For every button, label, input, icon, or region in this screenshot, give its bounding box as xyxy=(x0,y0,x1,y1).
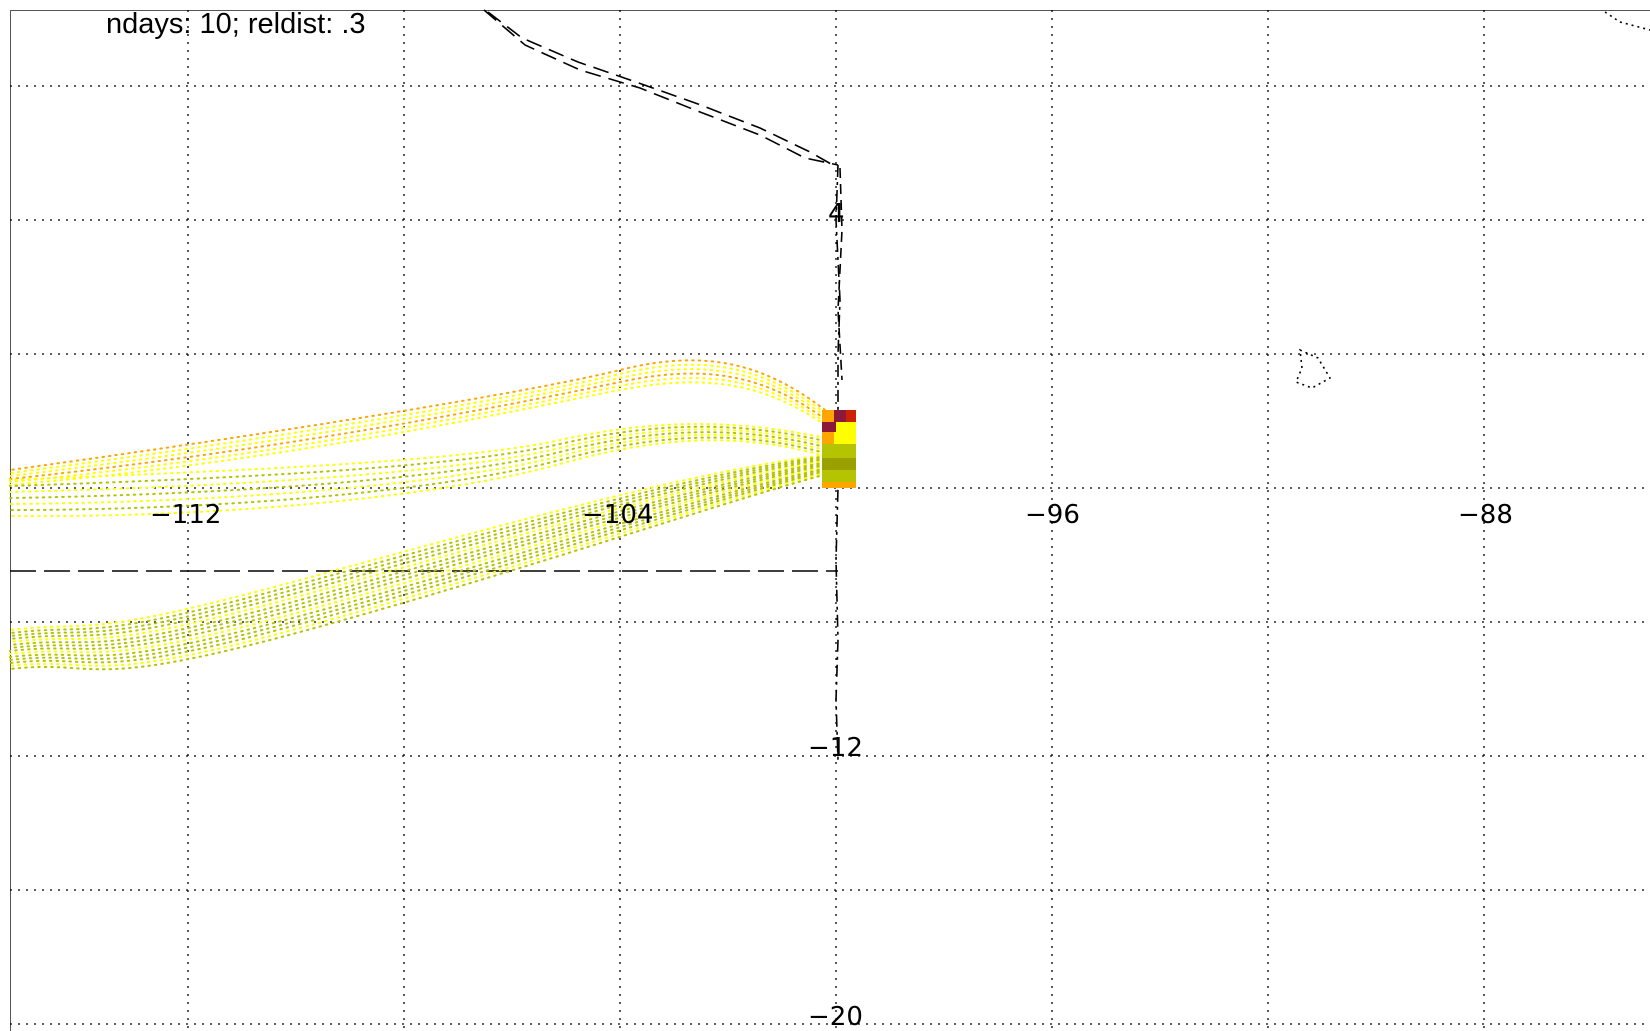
trajectory-track xyxy=(9,372,826,480)
source-cell[interactable] xyxy=(822,422,836,432)
trajectory-track xyxy=(9,464,826,652)
boundary-segment-north-2 xyxy=(487,11,839,169)
lon-label-88: −88 xyxy=(1458,500,1513,530)
boundary-segment-vertical-2 xyxy=(837,167,843,381)
source-cell[interactable] xyxy=(822,444,856,458)
source-cell[interactable] xyxy=(846,410,856,422)
boundary-lines xyxy=(10,9,1650,761)
source-cell[interactable] xyxy=(822,410,834,422)
trajectory-track xyxy=(9,466,826,655)
trajectory-track xyxy=(9,433,826,505)
source-cell[interactable] xyxy=(834,432,856,444)
map-title: ndays: 10; reldist: .3 xyxy=(106,8,366,40)
lon-label-112: −112 xyxy=(150,500,221,530)
island-outline xyxy=(1294,348,1332,389)
graticule-grid xyxy=(10,10,1650,1031)
trajectory-track xyxy=(9,439,826,518)
trajectory-track xyxy=(9,431,826,499)
lat-label-minus20: −20 xyxy=(808,1002,863,1031)
lon-label-104: −104 xyxy=(582,500,653,530)
longitude-labels: −112 −104 −96 −88 xyxy=(150,500,1513,530)
source-cell[interactable] xyxy=(822,470,856,482)
trajectory-track xyxy=(9,428,826,493)
trajectory-track xyxy=(9,463,826,649)
trajectory-track xyxy=(9,460,826,643)
map-frame xyxy=(10,10,1650,1031)
source-cell[interactable] xyxy=(822,458,856,470)
coast-corner xyxy=(1604,11,1650,31)
trajectory-track xyxy=(9,423,826,481)
lat-label-minus12: −12 xyxy=(808,733,863,763)
trajectory-track xyxy=(9,368,826,477)
source-cell-cluster[interactable] xyxy=(822,410,856,488)
trajectory-track xyxy=(9,469,826,661)
trajectory-bundle xyxy=(9,359,826,671)
trajectory-track xyxy=(9,363,826,474)
trajectory-track xyxy=(9,455,826,634)
trajectory-track xyxy=(9,359,826,471)
source-cell[interactable] xyxy=(834,410,846,422)
trajectory-track xyxy=(9,461,826,646)
trajectory-track xyxy=(9,425,826,487)
source-cell[interactable] xyxy=(822,482,856,488)
lat-label-4: 4 xyxy=(828,199,845,229)
trajectory-track xyxy=(9,470,826,664)
boundary-segment-vertical xyxy=(835,164,841,761)
source-cell[interactable] xyxy=(836,422,856,432)
lon-label-96: −96 xyxy=(1025,500,1080,530)
trajectory-track xyxy=(9,473,826,671)
trajectory-track xyxy=(9,472,826,667)
trajectory-track xyxy=(9,436,826,511)
source-cell[interactable] xyxy=(822,432,834,444)
latitude-labels: 4 −12 −20 xyxy=(808,199,863,1031)
boundary-segment-north xyxy=(483,9,839,166)
trajectory-track xyxy=(9,381,826,486)
trajectory-track xyxy=(9,467,826,658)
trajectory-track xyxy=(9,377,826,483)
